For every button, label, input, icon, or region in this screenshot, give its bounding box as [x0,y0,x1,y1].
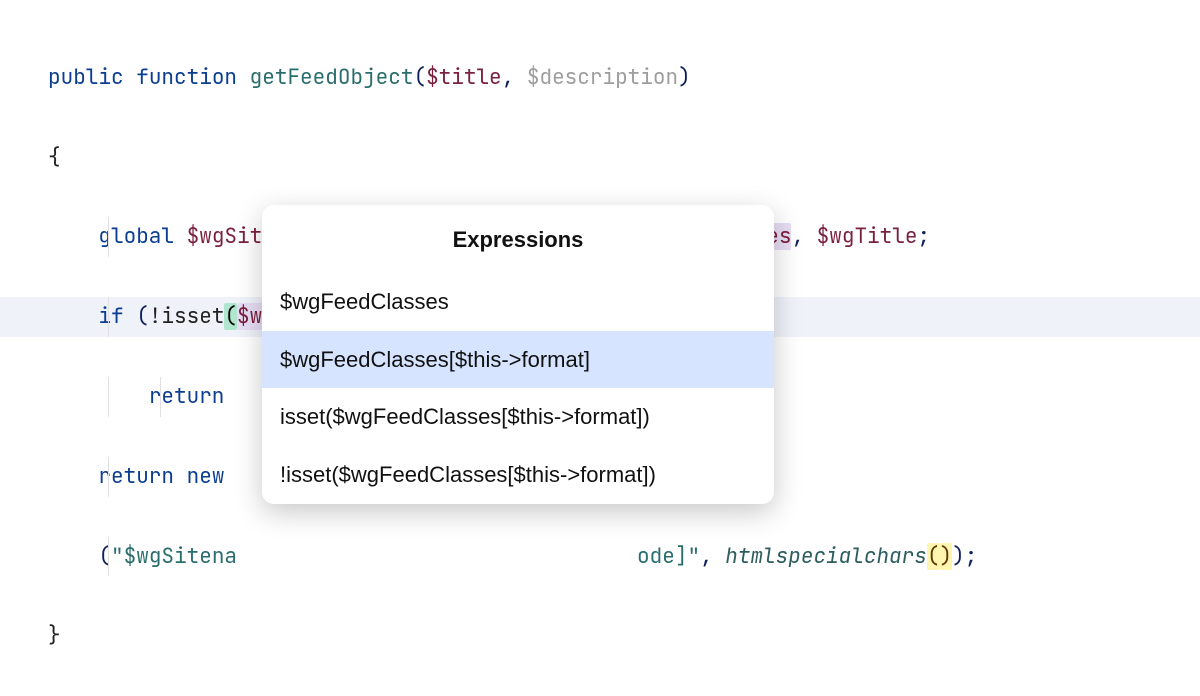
code-line: } [0,616,1200,656]
not-isset: !isset [149,303,225,330]
keyword-function: function [136,64,237,91]
keyword-global: global [98,223,174,250]
code-line: { [0,138,1200,178]
function-call: htmlspecialchars [725,543,927,570]
paren-close: ) [678,64,691,91]
paren-open: ( [124,303,149,330]
code-line: public function getFeedObject($title, $d… [0,58,1200,98]
paren-matched: ( [224,303,237,330]
brace-close: } [48,622,61,649]
param-description: $description [527,64,678,91]
var: $wgTitle [817,223,918,250]
param-title: $title [426,64,502,91]
string-quote: " [687,543,700,570]
popup-item[interactable]: !isset($wgFeedClasses[$this->format]) [262,446,774,504]
popup-item[interactable]: isset($wgFeedClasses[$this->format]) [262,388,774,446]
function-name: getFeedObject [250,64,414,91]
comma: , [700,543,725,570]
comma: , [791,223,816,250]
popup-title: Expressions [262,205,774,273]
string: ode] [637,543,687,570]
keyword-new: new [187,463,225,490]
popup-item-selected[interactable]: $wgFeedClasses[$this->format] [262,331,774,389]
paren-pair: ) [939,543,952,570]
keyword-if: if [98,303,123,330]
semicolon: ; [917,223,930,250]
keyword-return: return [98,463,174,490]
comma: , [502,64,527,91]
keyword-public: public [48,64,124,91]
brace-open: { [48,144,61,171]
paren-open: ( [413,64,426,91]
semicolon: ; [965,543,978,570]
string-quote: " [111,543,124,570]
paren-open: ( [98,543,111,570]
string: $wgSitena [124,543,237,570]
paren-close: ) [952,543,965,570]
popup-item[interactable]: $wgFeedClasses [262,273,774,331]
code-line: ("$wgSitenaode]", htmlspecialchars()); [0,537,1200,577]
expressions-popup[interactable]: Expressions $wgFeedClasses $wgFeedClasse… [262,205,774,504]
paren-pair: ( [927,543,940,570]
